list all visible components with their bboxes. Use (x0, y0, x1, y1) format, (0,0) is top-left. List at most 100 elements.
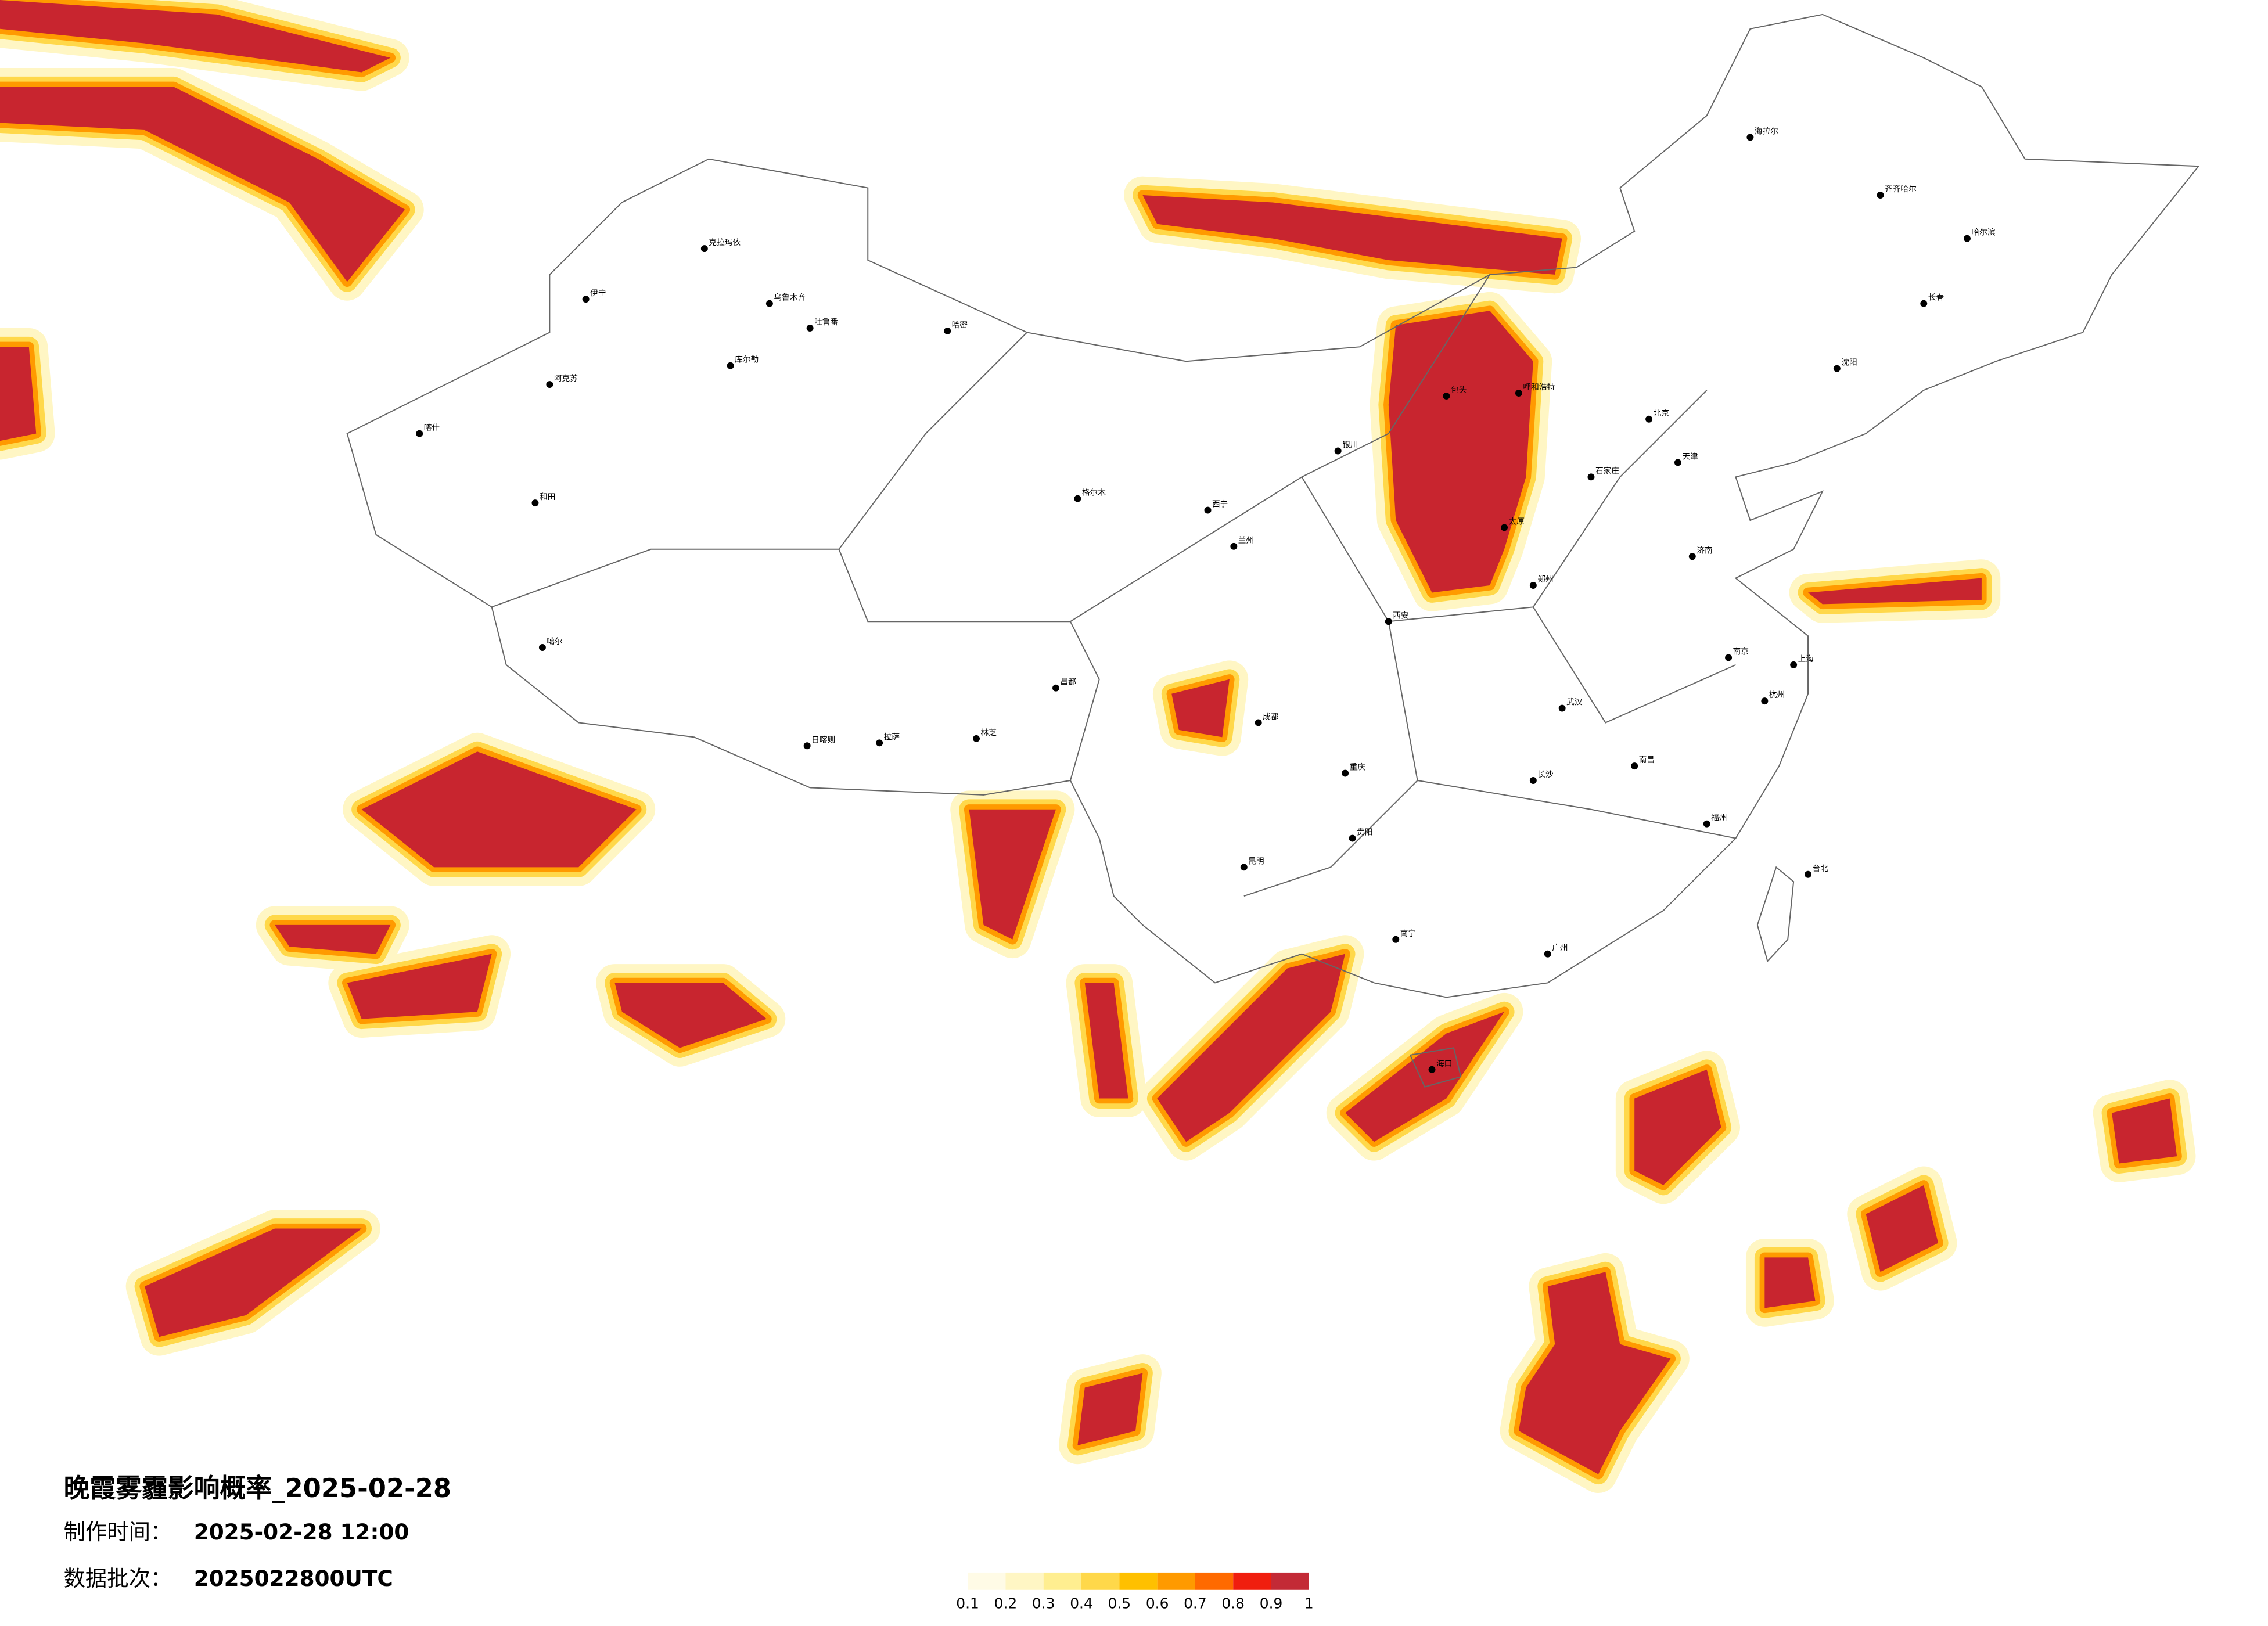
borders (346, 13, 2200, 1088)
city-dot (1964, 235, 1971, 242)
city-dot (1805, 870, 1812, 878)
city-label: 西宁 (1212, 499, 1228, 509)
city-dot (1645, 415, 1653, 423)
city-label: 海拉尔 (1755, 127, 1778, 136)
city-dot (1529, 777, 1537, 784)
info-label: 制作时间： (64, 1519, 172, 1545)
city-label: 福州 (1711, 814, 1727, 823)
legend-tick-label: 0.1 (956, 1595, 979, 1612)
city-label: 日喀则 (811, 735, 835, 744)
city-label: 伊宁 (590, 288, 606, 298)
city-label: 济南 (1696, 546, 1712, 555)
legend-tick-label: 0.3 (1032, 1595, 1055, 1612)
city-label: 格尔木 (1082, 488, 1106, 498)
city-dot (876, 739, 883, 747)
haze-core (1171, 679, 1230, 738)
city-label: 库尔勒 (735, 355, 759, 365)
city-label: 昆明 (1248, 857, 1264, 866)
city-dot (1204, 506, 1212, 514)
city-label: 上海 (1798, 654, 1814, 664)
city-dot (1544, 950, 1551, 958)
legend-swatch (1271, 1572, 1309, 1590)
haze-core (347, 954, 492, 1019)
city-label: 长春 (1928, 293, 1944, 303)
haze-core (969, 809, 1056, 940)
city-label: 阿克苏 (554, 374, 578, 383)
city-label: 昌都 (1060, 678, 1076, 687)
city-dot (1349, 834, 1356, 842)
haze-core (1866, 1185, 1939, 1272)
city-dot (531, 499, 539, 507)
city-dot (1342, 769, 1349, 777)
city-label: 吐鲁番 (814, 318, 838, 327)
title: 晚霞雾霾影响概率_2025-02-28 (64, 1473, 452, 1503)
city-label: 呼和浩特 (1523, 383, 1555, 392)
city-dot (416, 430, 423, 437)
legend-tick-label: 0.6 (1146, 1595, 1169, 1612)
city-dot (1725, 654, 1733, 661)
legend-swatch (1005, 1572, 1044, 1590)
city-label: 西安 (1393, 611, 1408, 620)
city-dot (1052, 684, 1059, 692)
city-dot (538, 644, 546, 651)
city-dot (1230, 542, 1238, 550)
haze-core (614, 983, 767, 1048)
legend-swatch (1081, 1572, 1120, 1590)
city-dot (1674, 459, 1681, 466)
city-label: 南宁 (1400, 929, 1416, 938)
haze-core (1345, 1012, 1505, 1142)
city-dot (803, 742, 811, 750)
haze-core (1142, 195, 1562, 275)
info-label: 数据批次： (64, 1566, 172, 1591)
city-dot (1428, 1066, 1436, 1073)
province-border (491, 274, 1736, 897)
city-label: 哈密 (952, 320, 968, 330)
legend-swatch (1157, 1572, 1195, 1590)
city-dot (1703, 820, 1710, 828)
haze-layer (0, 0, 2196, 1494)
haze-core (1808, 578, 1982, 605)
taiwan (1756, 866, 1795, 963)
city-label: 包头 (1451, 386, 1467, 395)
haze-core (145, 1228, 362, 1337)
city-label: 乌鲁木齐 (774, 293, 806, 303)
city-dot (582, 296, 590, 303)
city-dot (1790, 661, 1798, 668)
city-dot (1558, 704, 1566, 712)
city-dot (1529, 582, 1537, 589)
haze-core (1157, 954, 1346, 1142)
legend-swatch (1195, 1572, 1234, 1590)
city-label: 石家庄 (1595, 466, 1619, 476)
legend-tick-label: 0.4 (1070, 1595, 1093, 1612)
haze-core (361, 751, 637, 868)
city-dot (1385, 618, 1392, 625)
city-dot (1920, 300, 1928, 307)
haze-core (1634, 1069, 1721, 1185)
legend-tick-label: 0.8 (1221, 1595, 1245, 1612)
china-border (346, 13, 2200, 998)
city-dot (1877, 192, 1884, 199)
city-dot (1688, 553, 1696, 560)
legend-swatch (1233, 1572, 1271, 1590)
city-label: 天津 (1682, 452, 1698, 461)
haze-core (1764, 1257, 1816, 1308)
city-dot (1587, 473, 1595, 481)
city-label: 克拉玛依 (709, 238, 741, 247)
city-label: 郑州 (1537, 575, 1553, 584)
city-dot (1392, 936, 1400, 943)
legend-tick-label: 0.9 (1260, 1595, 1283, 1612)
haze-core (1518, 1272, 1671, 1474)
city-dot (1443, 392, 1450, 400)
city-dot (1501, 524, 1508, 531)
city-dot (1761, 697, 1769, 705)
city-label: 太原 (1509, 517, 1525, 526)
city-dot (1240, 864, 1248, 871)
city-label: 南昌 (1639, 756, 1655, 765)
city-dot (1334, 447, 1342, 455)
city-label: 海口 (1436, 1059, 1452, 1069)
city-label: 和田 (540, 492, 555, 502)
city-dot (806, 325, 814, 332)
city-dot (700, 245, 708, 253)
